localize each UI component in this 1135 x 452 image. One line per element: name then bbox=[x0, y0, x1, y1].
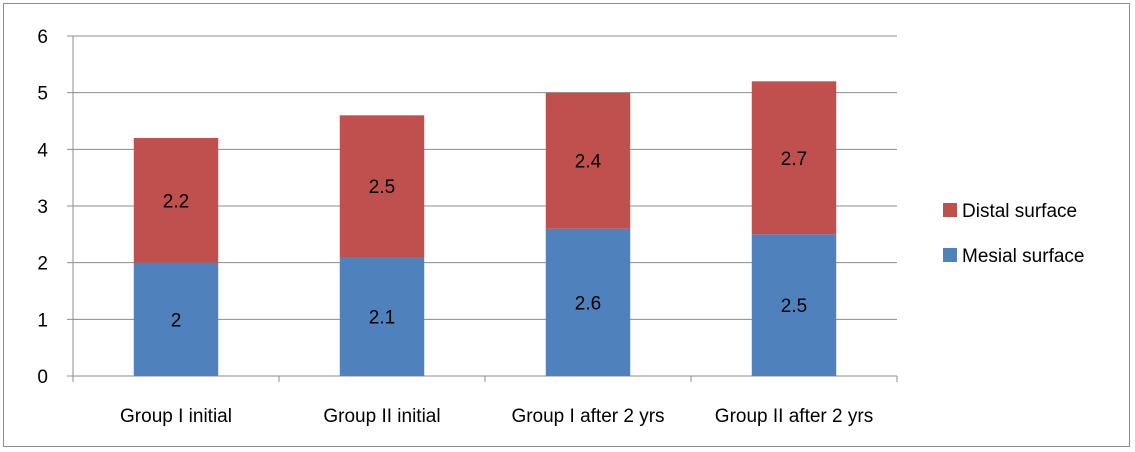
y-tick-label: 6 bbox=[37, 27, 48, 48]
bar-mesial-surface bbox=[751, 234, 837, 376]
data-label: 2.1 bbox=[369, 308, 395, 329]
x-category-label: Group II initial bbox=[323, 406, 440, 427]
legend-label: Mesial surface bbox=[962, 246, 1085, 267]
bar-mesial-surface bbox=[545, 228, 631, 376]
data-label: 2 bbox=[171, 310, 182, 331]
bar-distal-surface bbox=[545, 92, 631, 229]
bars bbox=[133, 81, 837, 376]
y-tick-label: 5 bbox=[37, 84, 48, 105]
legend-swatch-mesial-surface bbox=[943, 248, 957, 262]
y-tick-label: 0 bbox=[37, 367, 48, 388]
data-labels: 2 2.2 2.1 2.5 2.6 2.4 2.5 2.7 bbox=[163, 149, 807, 332]
legend: Distal surface Mesial surface bbox=[943, 201, 1085, 267]
data-label: 2.7 bbox=[781, 149, 807, 170]
y-tick-label: 4 bbox=[37, 140, 48, 161]
bar-mesial-surface bbox=[133, 262, 219, 376]
bar-mesial-surface bbox=[339, 257, 425, 376]
bar-distal-surface bbox=[751, 81, 837, 235]
data-label: 2.5 bbox=[369, 177, 395, 198]
x-category-label: Group II after 2 yrs bbox=[715, 406, 873, 427]
legend-label: Distal surface bbox=[962, 201, 1077, 222]
y-tick-label: 2 bbox=[37, 254, 48, 275]
bar-distal-surface bbox=[133, 138, 219, 263]
data-label: 2.4 bbox=[575, 152, 602, 173]
y-tick-label: 1 bbox=[37, 310, 48, 331]
data-label: 2.2 bbox=[163, 191, 189, 212]
data-label: 2.6 bbox=[575, 293, 601, 314]
data-label: 2.5 bbox=[781, 296, 807, 317]
legend-swatch-distal-surface bbox=[943, 203, 957, 217]
bar-distal-surface bbox=[339, 115, 425, 257]
y-tick-label: 3 bbox=[37, 197, 48, 218]
x-category-label: Group I initial bbox=[120, 406, 232, 427]
x-category-label: Group I after 2 yrs bbox=[511, 406, 664, 427]
